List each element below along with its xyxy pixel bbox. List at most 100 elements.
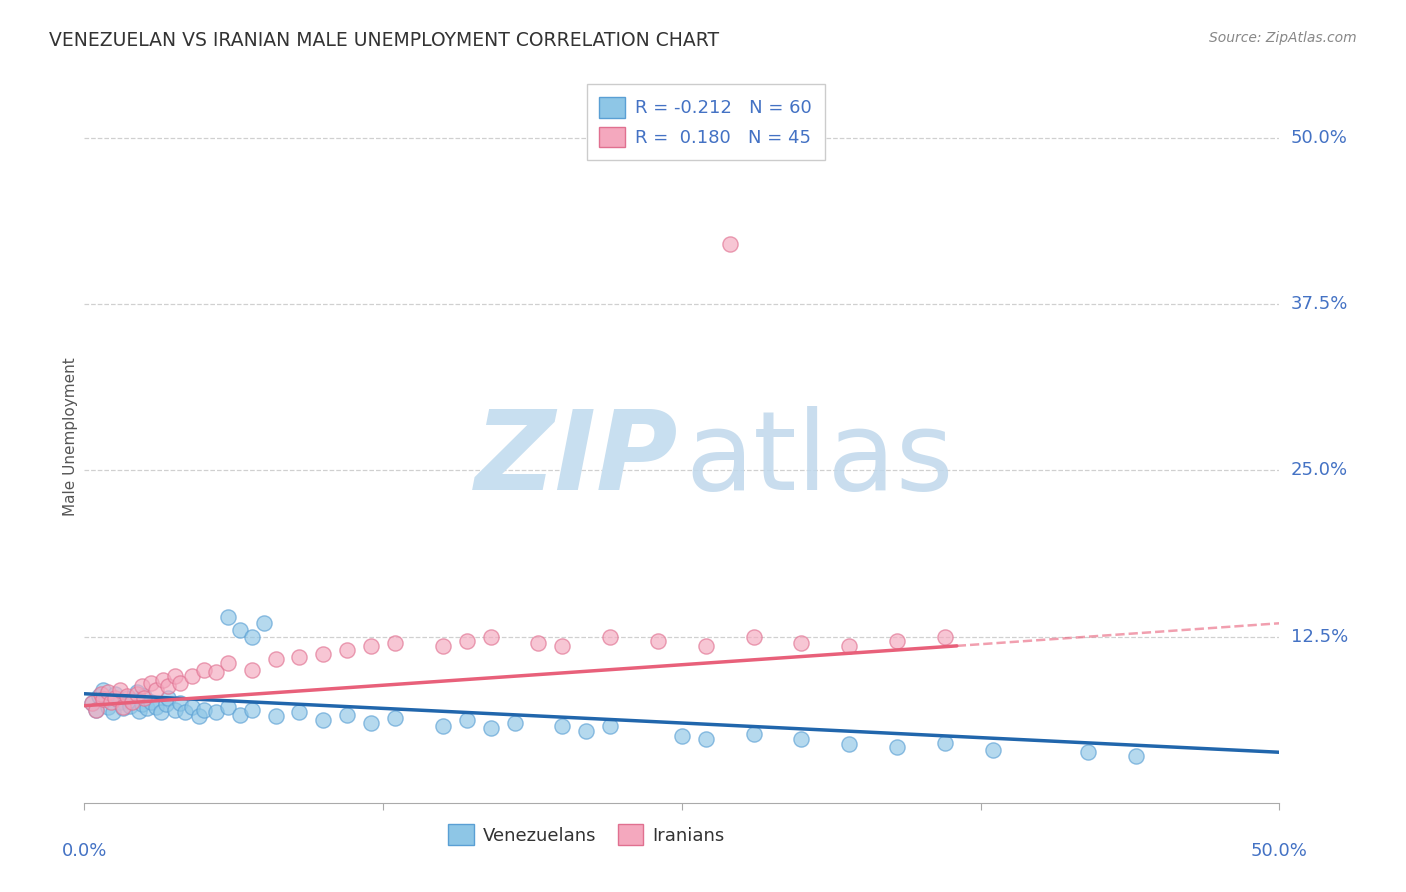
Point <box>173 706 195 720</box>
Point <box>1077 745 1099 759</box>
Point <box>135 701 157 715</box>
Point <box>104 687 127 701</box>
Point <box>121 693 143 707</box>
Text: 0.0%: 0.0% <box>62 842 107 860</box>
Point <box>838 639 860 653</box>
Y-axis label: Male Unemployment: Male Unemployment <box>63 358 77 516</box>
Point <box>132 690 156 705</box>
Point <box>527 636 550 650</box>
Point <box>188 709 211 723</box>
Point <box>145 682 167 697</box>
Text: VENEZUELAN VS IRANIAN MALE UNEMPLOYMENT CORRELATION CHART: VENEZUELAN VS IRANIAN MALE UNEMPLOYMENT … <box>49 31 720 50</box>
Point <box>695 731 717 746</box>
Point <box>217 656 239 670</box>
Point <box>671 729 693 743</box>
Point <box>94 692 117 706</box>
Point <box>205 665 228 680</box>
Point <box>118 698 141 713</box>
Point <box>599 719 621 733</box>
Point <box>80 696 103 710</box>
Point <box>360 716 382 731</box>
Point <box>479 722 502 736</box>
Point <box>647 633 669 648</box>
Point <box>288 706 311 720</box>
Point <box>117 690 139 705</box>
Point <box>229 623 252 637</box>
Point <box>165 703 187 717</box>
Text: atlas: atlas <box>686 406 955 513</box>
Point <box>149 706 172 720</box>
Point <box>110 695 132 709</box>
Point <box>551 639 574 653</box>
Point <box>104 690 127 705</box>
Point <box>456 714 478 728</box>
Point <box>93 692 115 706</box>
Point <box>205 706 228 720</box>
Point <box>384 636 406 650</box>
Point <box>479 630 502 644</box>
Point <box>111 700 134 714</box>
Point <box>456 633 478 648</box>
Point <box>87 690 110 704</box>
Point <box>503 716 526 731</box>
Point <box>934 630 956 644</box>
Point <box>790 636 813 650</box>
Text: Source: ZipAtlas.com: Source: ZipAtlas.com <box>1209 31 1357 45</box>
Point <box>217 700 239 714</box>
Point <box>97 700 120 714</box>
Point <box>432 639 454 653</box>
Point <box>217 609 239 624</box>
Point <box>695 639 717 653</box>
Point <box>432 719 454 733</box>
Point <box>125 685 148 699</box>
Point <box>132 690 156 704</box>
Point <box>1125 749 1147 764</box>
Point <box>121 695 143 709</box>
Point <box>240 663 263 677</box>
Text: 50.0%: 50.0% <box>1291 128 1347 147</box>
Point <box>336 708 359 723</box>
Point <box>111 701 134 715</box>
Point <box>93 682 115 697</box>
Point <box>253 616 276 631</box>
Point <box>80 696 103 710</box>
Point <box>100 695 122 709</box>
Point <box>742 630 765 644</box>
Point <box>886 633 908 648</box>
Point <box>86 703 108 717</box>
Point <box>145 700 167 714</box>
Point <box>155 698 177 712</box>
Point <box>165 669 187 683</box>
Point <box>117 690 139 704</box>
Point <box>131 679 153 693</box>
Point <box>886 739 908 754</box>
Legend: Venezuelans, Iranians: Venezuelans, Iranians <box>441 817 731 852</box>
Point <box>97 685 120 699</box>
Point <box>312 714 335 728</box>
Text: 12.5%: 12.5% <box>1291 628 1348 646</box>
Text: ZIP: ZIP <box>475 406 678 513</box>
Point <box>181 669 204 683</box>
Point <box>152 673 174 688</box>
Point <box>169 696 191 710</box>
Point <box>90 687 112 701</box>
Point <box>718 237 741 252</box>
Point <box>599 630 621 644</box>
Point <box>128 704 150 718</box>
Point <box>264 709 287 723</box>
Point <box>101 706 124 720</box>
Text: 37.5%: 37.5% <box>1291 295 1348 313</box>
Point <box>157 679 180 693</box>
Point <box>141 695 163 709</box>
Point <box>575 723 598 738</box>
Point <box>384 711 406 725</box>
Point <box>157 690 180 705</box>
Point <box>240 703 263 717</box>
Point <box>336 643 359 657</box>
Point <box>790 731 813 746</box>
Point <box>981 742 1004 756</box>
Point <box>110 682 132 697</box>
Point <box>288 649 311 664</box>
Point <box>838 737 860 751</box>
Point <box>934 736 956 750</box>
